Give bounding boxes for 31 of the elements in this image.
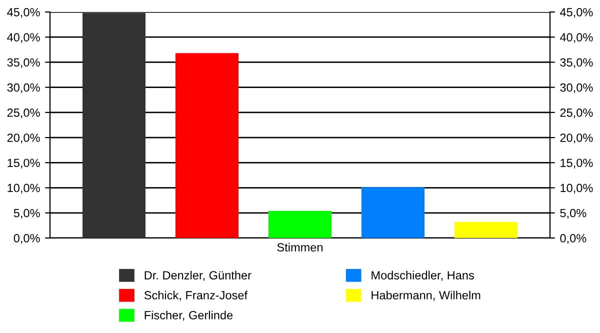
text: 0,0%	[560, 234, 586, 244]
legend-label: Dr. Denzler, Günther	[144, 270, 252, 281]
bar	[454, 222, 518, 238]
y-tick-label: 35,0%	[7, 58, 40, 68]
y-tick-label: 5,0%	[14, 208, 40, 219]
bar	[362, 187, 424, 238]
text: 20,0%	[560, 134, 593, 144]
legend-label: Modschiedler, Hans	[372, 270, 474, 281]
x-tick-label: Stimmen	[277, 242, 323, 252]
y-tick-label: 15,0%	[8, 158, 40, 168]
y-tick-label: 10,0%	[8, 184, 40, 194]
text: 15,0%	[560, 158, 593, 168]
text: 25,0%	[560, 108, 593, 118]
bar	[268, 210, 332, 238]
text: 5,0%	[560, 208, 586, 219]
text: 10,0%	[560, 184, 593, 194]
y-tick-label: 25,0%	[7, 108, 40, 118]
y-tick-label: 45,0%	[7, 8, 40, 18]
text: 30,0%	[560, 83, 593, 94]
y-tick-label: 30,0%	[7, 83, 40, 94]
y-tick-label: 40,0%	[7, 33, 40, 43]
legend-label: Fischer, Gerlinde	[144, 310, 233, 321]
text: 45,0%	[560, 8, 593, 18]
text: 40,0%	[560, 33, 593, 43]
legend-label: Habermann, Wilhelm	[372, 290, 480, 301]
y-tick-label: 0,0%	[14, 234, 40, 244]
bar	[82, 13, 146, 238]
text: 35,0%	[560, 58, 593, 68]
legend-label: Schick, Franz-Josef	[144, 290, 248, 301]
y-tick-label: 20,0%	[7, 134, 40, 144]
bar	[176, 53, 238, 238]
